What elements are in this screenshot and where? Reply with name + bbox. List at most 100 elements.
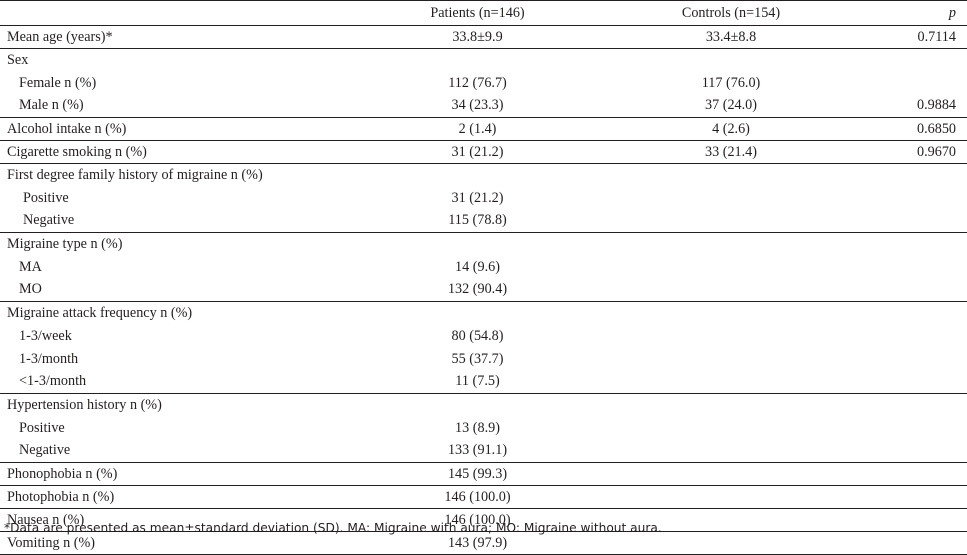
controls-cell: [583, 325, 879, 348]
row-label: 1-3/week: [19, 327, 72, 344]
controls-cell: [583, 48, 879, 72]
patients-cell: 34 (23.3): [451, 97, 504, 114]
controls-cell: [583, 210, 879, 233]
table-row: Cigarette smoking n (%) 31 (21.2) 33 (21…: [0, 140, 967, 164]
p-value-cell: [879, 187, 967, 210]
p-value-cell: 0.9670: [879, 140, 967, 164]
controls-cell: [583, 256, 879, 279]
patients-cell: [372, 232, 583, 256]
patients-cell: 13 (8.9): [455, 419, 500, 436]
controls-cell: [583, 462, 879, 486]
table-row: Male n (%) 34 (23.3) 37 (24.0) 0.9884: [0, 95, 967, 118]
p-value-cell: [879, 371, 967, 394]
controls-cell: 37 (24.0): [704, 97, 757, 114]
patients-cell: 55 (37.7): [451, 350, 504, 367]
p-value-cell: [879, 279, 967, 302]
p-value-cell: [879, 210, 967, 233]
row-label: Migraine attack frequency n (%): [0, 301, 372, 325]
patients-cell: [372, 48, 583, 72]
p-value-cell: [879, 417, 967, 440]
patients-cell: 31 (21.2): [372, 140, 583, 164]
row-label: Alcohol intake n (%): [0, 117, 372, 141]
controls-cell: [583, 485, 879, 509]
p-value-cell: [879, 508, 967, 532]
row-label: Nausea n (%): [0, 508, 372, 532]
controls-cell: [583, 187, 879, 210]
row-label: Cigarette smoking n (%): [0, 140, 372, 164]
controls-cell: [583, 232, 879, 256]
row-label: Migraine type n (%): [0, 232, 372, 256]
row-label: Sex: [0, 48, 372, 72]
p-value-cell: [879, 301, 967, 325]
row-label: Hypertension history n (%): [0, 393, 372, 417]
table-row: Hypertension history n (%): [0, 393, 967, 417]
patients-cell: 146 (100.0): [372, 508, 583, 532]
table-row: Negative 133 (91.1): [0, 440, 967, 463]
p-value-cell: 0.7114: [879, 25, 967, 49]
header-controls: Controls (n=154): [681, 4, 781, 21]
controls-cell: 33.4±8.8: [583, 25, 879, 49]
controls-cell: [583, 440, 879, 463]
row-label: Mean age (years)*: [0, 25, 372, 49]
controls-cell: [583, 508, 879, 532]
p-value-cell: [879, 440, 967, 463]
p-value-cell: [879, 485, 967, 509]
table-row: Migraine attack frequency n (%): [0, 301, 967, 325]
controls-cell: [583, 393, 879, 417]
controls-cell: [583, 348, 879, 371]
controls-cell: 33 (21.4): [583, 140, 879, 164]
controls-cell: [583, 279, 879, 302]
controls-cell: [583, 163, 879, 187]
patients-cell: 2 (1.4): [372, 117, 583, 141]
p-value-cell: [879, 163, 967, 187]
patients-cell: 31 (21.2): [451, 189, 504, 206]
table-footnote: *Data are presented as mean±standard dev…: [4, 521, 662, 535]
table-row: Positive 13 (8.9): [0, 417, 967, 440]
row-label: Phonophobia n (%): [0, 462, 372, 486]
p-value-cell: [879, 232, 967, 256]
p-value-cell: 0.6850: [879, 117, 967, 141]
controls-cell: [583, 417, 879, 440]
table-row: Sex: [0, 48, 967, 72]
table-row: 1-3/week 80 (54.8): [0, 325, 967, 348]
row-label: First degree family history of migraine …: [0, 163, 372, 187]
header-label: [0, 1, 372, 26]
p-value-cell: [879, 72, 967, 95]
p-value-cell: [879, 256, 967, 279]
table-row: Nausea n (%) 146 (100.0): [0, 508, 967, 532]
table-row: Phonophobia n (%) 145 (99.3): [0, 462, 967, 486]
table-row: Photophobia n (%) 146 (100.0): [0, 485, 967, 509]
p-value-cell: [879, 48, 967, 72]
table-row: <1-3/month 11 (7.5): [0, 371, 967, 394]
patients-cell: [372, 301, 583, 325]
patients-cell: 112 (76.7): [448, 74, 507, 91]
table-header-row: Patients (n=146) Controls (n=154) p: [0, 0, 967, 26]
row-label: <1-3/month: [19, 373, 87, 390]
p-value-cell: [879, 462, 967, 486]
table-row: Migraine type n (%): [0, 232, 967, 256]
row-label: Positive: [19, 419, 65, 436]
p-value-cell: [879, 348, 967, 371]
p-value-cell: [879, 531, 967, 555]
table-row: Alcohol intake n (%) 2 (1.4) 4 (2.6) 0.6…: [0, 117, 967, 141]
row-label: Photophobia n (%): [0, 485, 372, 509]
patients-cell: 115 (78.8): [448, 212, 507, 229]
header-patients: Patients (n=146): [430, 4, 525, 21]
row-label: Male n (%): [19, 97, 84, 114]
row-label: MA: [19, 258, 42, 275]
table-row: Mean age (years)* 33.8±9.9 33.4±8.8 0.71…: [0, 25, 967, 49]
row-label: Positive: [23, 189, 69, 206]
row-label: Negative: [23, 212, 75, 229]
p-value-cell: 0.9884: [916, 97, 956, 114]
patients-cell: [372, 393, 583, 417]
patients-cell: 33.8±9.9: [372, 25, 583, 49]
row-label: Negative: [19, 442, 71, 459]
table-row: MO 132 (90.4): [0, 279, 967, 302]
controls-cell: 117 (76.0): [701, 74, 761, 91]
table-row: Positive 31 (21.2): [0, 187, 967, 210]
table-row: 1-3/month 55 (37.7): [0, 348, 967, 371]
p-value-cell: [879, 325, 967, 348]
controls-cell: [583, 301, 879, 325]
